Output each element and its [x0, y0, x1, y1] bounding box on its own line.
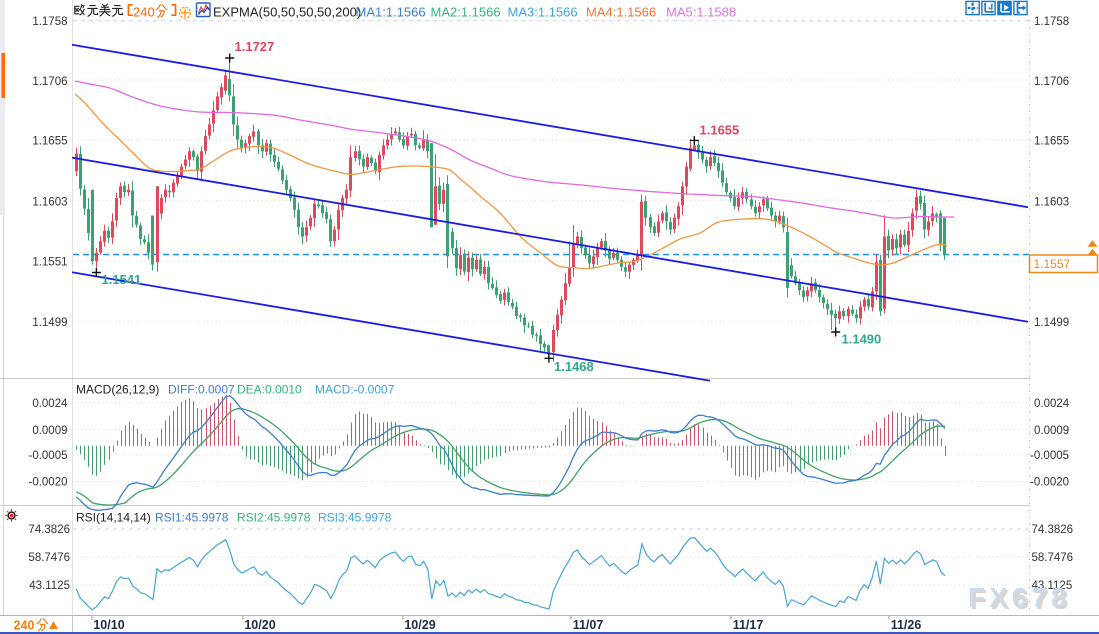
svg-text:1.1758: 1.1758 [32, 16, 67, 28]
svg-text:10/10: 10/10 [93, 618, 124, 632]
svg-text:MA3:1.1566: MA3:1.1566 [508, 5, 578, 20]
svg-text:74.3826: 74.3826 [28, 524, 70, 536]
svg-text:1.1603: 1.1603 [1034, 196, 1069, 208]
svg-text:FX678: FX678 [970, 584, 1073, 615]
svg-text:1.1603: 1.1603 [32, 196, 67, 208]
svg-text:43.1125: 43.1125 [1032, 580, 1073, 592]
svg-text:MACD:-0.0007: MACD:-0.0007 [315, 383, 395, 397]
svg-text:11/26: 11/26 [891, 618, 922, 632]
svg-text:43.1125: 43.1125 [29, 580, 70, 592]
svg-text:11/07: 11/07 [573, 618, 604, 632]
svg-text:240: 240 [14, 619, 35, 633]
svg-text:1.1557: 1.1557 [1034, 257, 1071, 271]
svg-text:1.1551: 1.1551 [32, 257, 67, 269]
svg-text:0.0009: 0.0009 [32, 425, 67, 437]
svg-text:RSI(14,14,14): RSI(14,14,14) [76, 511, 151, 525]
svg-text:-0.0020: -0.0020 [1030, 477, 1069, 489]
svg-text:-0.0020: -0.0020 [28, 477, 67, 489]
svg-text:MA2:1.1566: MA2:1.1566 [431, 5, 501, 20]
svg-text:DEA:0.0010: DEA:0.0010 [237, 383, 302, 397]
svg-text:1.1468: 1.1468 [554, 359, 594, 374]
svg-text:1.1490: 1.1490 [842, 332, 882, 347]
svg-text:MA4:1.1566: MA4:1.1566 [586, 5, 656, 20]
svg-text:58.7476: 58.7476 [1032, 552, 1074, 564]
svg-text:-0.0005: -0.0005 [28, 450, 67, 462]
svg-text:1.1727: 1.1727 [235, 39, 275, 54]
svg-text:0.0024: 0.0024 [1034, 398, 1070, 410]
svg-text:RSI1:45.9978: RSI1:45.9978 [155, 511, 229, 525]
svg-text:RSI2:45.9978: RSI2:45.9978 [237, 511, 311, 525]
svg-text:MA5:1.1588: MA5:1.1588 [666, 5, 736, 20]
svg-text:1.1655: 1.1655 [1034, 136, 1069, 148]
svg-text:RSI3:45.9978: RSI3:45.9978 [318, 511, 392, 525]
svg-text:DIFF:0.0007: DIFF:0.0007 [168, 383, 235, 397]
svg-text:1.1758: 1.1758 [1034, 16, 1069, 28]
svg-text:MA1:1.1566: MA1:1.1566 [356, 5, 426, 20]
svg-text:10/29: 10/29 [404, 618, 435, 632]
svg-text:10/20: 10/20 [244, 618, 275, 632]
svg-text:EXPMA(50,50,50,50,200): EXPMA(50,50,50,50,200) [213, 5, 361, 20]
svg-text:58.7476: 58.7476 [28, 552, 70, 564]
svg-text:1.1541: 1.1541 [102, 272, 142, 287]
svg-text:1.1655: 1.1655 [700, 123, 740, 138]
svg-text:1.1706: 1.1706 [1034, 76, 1069, 88]
svg-text:1.1655: 1.1655 [32, 136, 67, 148]
svg-text:11/17: 11/17 [733, 618, 764, 632]
svg-text:0.0009: 0.0009 [1034, 425, 1069, 437]
svg-text:74.3826: 74.3826 [1032, 524, 1074, 536]
svg-text:240: 240 [133, 5, 155, 20]
svg-text:1.1499: 1.1499 [1034, 317, 1069, 329]
svg-text:1.1706: 1.1706 [32, 76, 67, 88]
svg-text:-0.0005: -0.0005 [1030, 450, 1069, 462]
svg-text:1.1499: 1.1499 [32, 317, 67, 329]
svg-text:MACD(26,12,9): MACD(26,12,9) [76, 383, 159, 397]
svg-text:FX678: FX678 [968, 582, 1071, 613]
svg-text:0.0024: 0.0024 [32, 398, 68, 410]
